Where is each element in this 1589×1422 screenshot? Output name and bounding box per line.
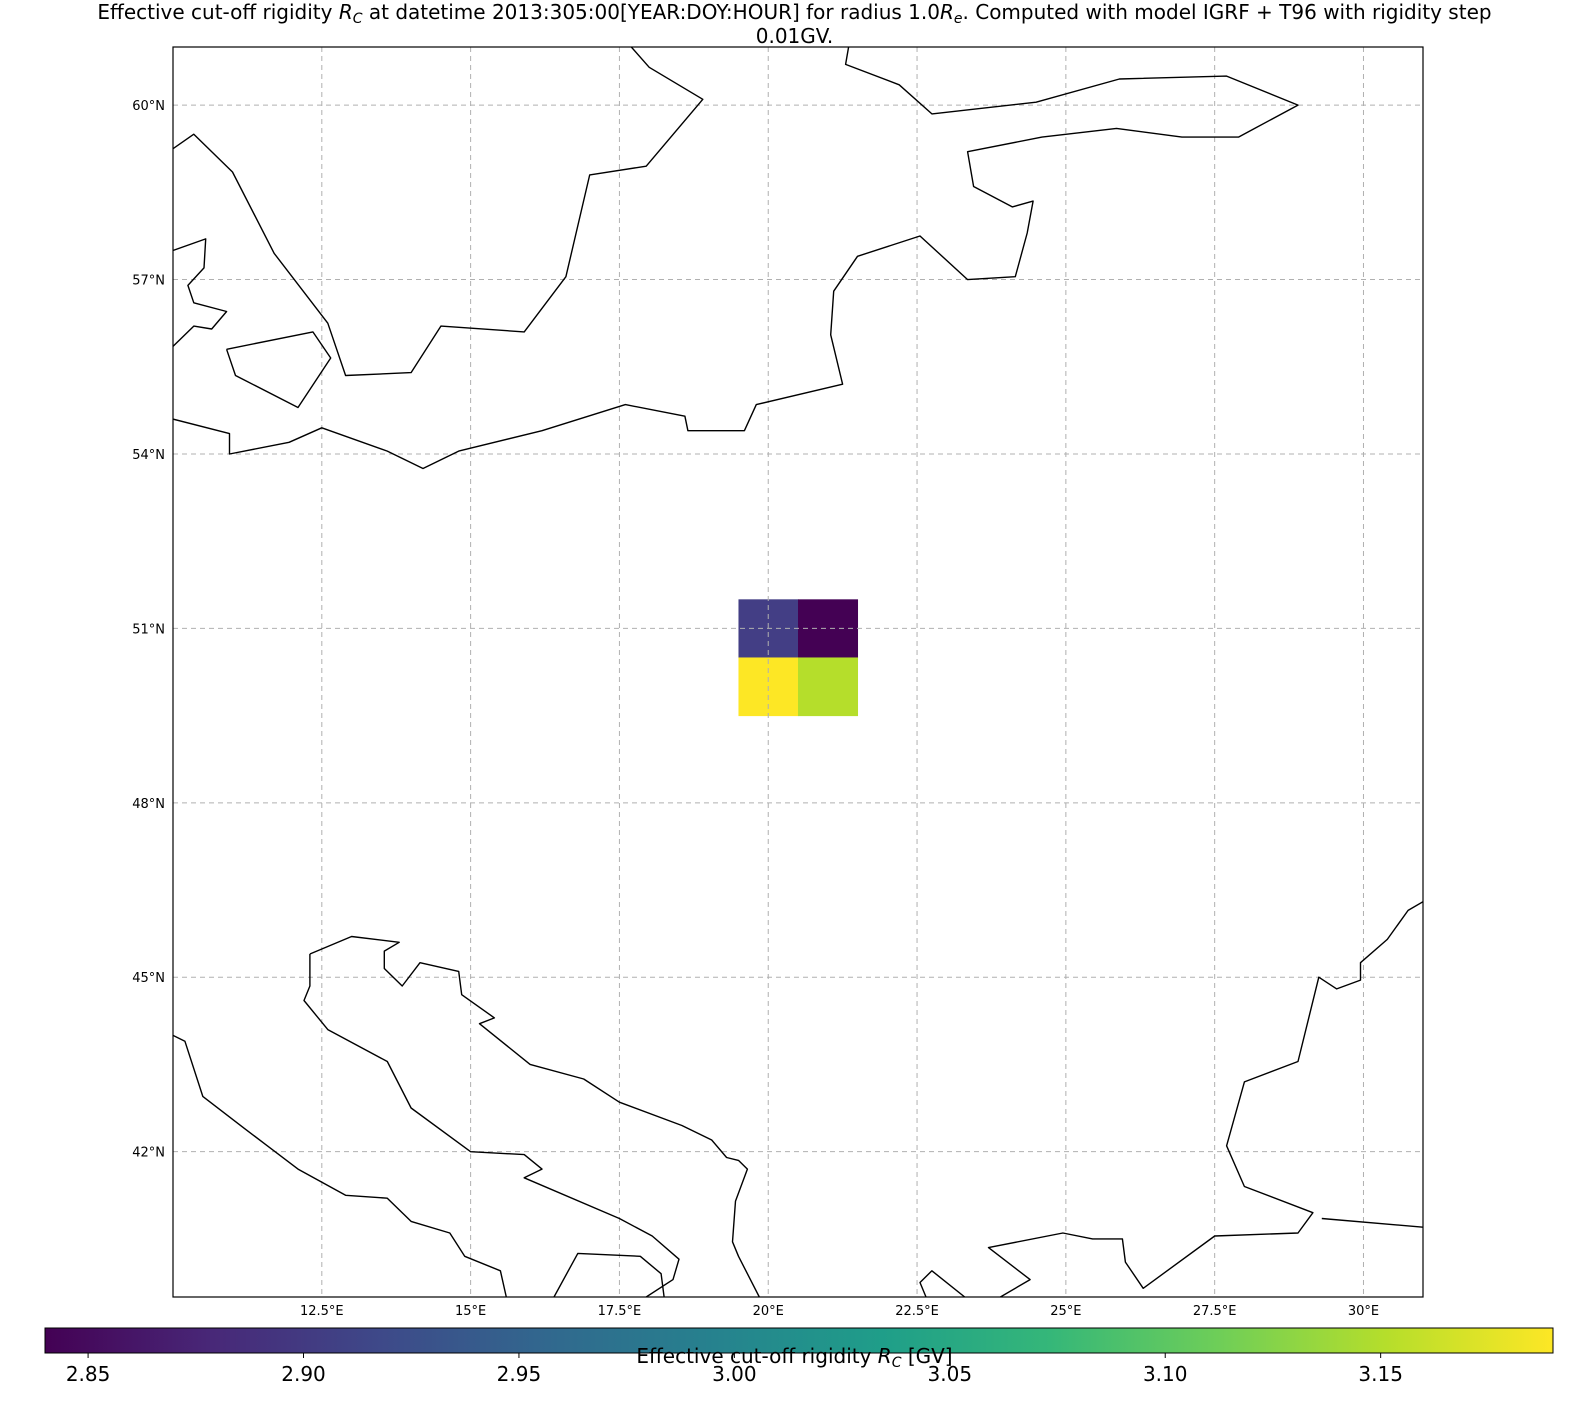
- title-r-symbol: R: [338, 0, 353, 24]
- coastline: [173, 238, 228, 347]
- lon-tick-label: 17.5°E: [598, 1304, 642, 1319]
- title-suffix: . Computed with model IGRF + T96 with ri…: [962, 0, 1492, 24]
- lon-tick-label: 12.5°E: [300, 1304, 344, 1319]
- lat-tick-label: 42°N: [132, 1146, 165, 1161]
- title-re-symbol: R: [939, 0, 954, 24]
- coastline: [173, 47, 704, 377]
- lon-tick-label: 20°E: [753, 1304, 784, 1319]
- lat-tick-label: 57°N: [132, 274, 165, 289]
- colorbar-label-prefix: Effective cut-off rigidity: [636, 1344, 878, 1368]
- colorbar-ticks: 2.85 2.90 2.95 3.00 3.05 3.10 3.15: [66, 1353, 1403, 1386]
- coastline: [225, 331, 332, 409]
- colorbar-label-symbol: R: [877, 1344, 892, 1368]
- coastline: [1321, 1217, 1423, 1228]
- coastlines: [173, 47, 1423, 1297]
- lat-tick-label: 48°N: [132, 797, 165, 812]
- map-frame: [172, 46, 1424, 1298]
- rigidity-cell: [798, 657, 859, 717]
- colorbar-tick-label: 3.05: [928, 1362, 973, 1386]
- colorbar-gradient: [44, 1327, 1554, 1354]
- title-middle: at datetime 2013:305:00[YEAR:DOY:HOUR] f…: [362, 0, 940, 24]
- colorbar-label: Effective cut-off rigidity RC [GV]: [0, 1344, 1589, 1371]
- lon-tick-label: 30°E: [1348, 1304, 1379, 1319]
- gridlines: [173, 47, 1423, 1297]
- lat-tick-label: 45°N: [132, 971, 165, 986]
- figure-title: Effective cut-off rigidity RC at datetim…: [0, 0, 1589, 48]
- title-re-sub: e: [953, 11, 963, 27]
- coastline: [173, 1034, 507, 1297]
- colorbar-tick-label: 2.95: [497, 1362, 542, 1386]
- coastline: [173, 47, 1299, 470]
- coastline: [987, 901, 1423, 1297]
- coastline: [303, 954, 680, 1297]
- rigidity-grid-cells: [738, 599, 859, 717]
- colorbar: 2.85 2.90 2.95 3.00 3.05 3.10 3.15: [44, 1327, 1554, 1386]
- title-r-sub: C: [352, 11, 363, 27]
- colorbar-tick-label: 3.15: [1358, 1362, 1403, 1386]
- map-area: 60°N57°N54°N51°N48°N45°N42°N 12.5°E 15°E 1…: [132, 46, 1424, 1319]
- latitude-labels: 60°N 57°N 54°N 51°N 48°N 45°N 42°N: [132, 99, 165, 1161]
- coastline: [919, 1270, 966, 1297]
- longitude-labels: 12.5°E 15°E 17.5°E 20°E 22.5°E 25°E 27.5°E 30°E: [300, 1304, 1379, 1319]
- colorbar-tick-label: 2.90: [281, 1362, 326, 1386]
- title-line-1: Effective cut-off rigidity RC at datetim…: [0, 0, 1589, 27]
- colorbar-label-sub: C: [891, 1355, 902, 1371]
- lat-tick-label: 54°N: [132, 448, 165, 463]
- coastline: [309, 935, 760, 1297]
- lat-tick-label: 51°N: [132, 622, 165, 637]
- lon-tick-label: 22.5°E: [895, 1304, 939, 1319]
- colorbar-label-suffix: [GV]: [901, 1344, 953, 1368]
- title-line-2: 0.01GV.: [755, 24, 834, 48]
- lon-tick-label: 15°E: [455, 1304, 486, 1319]
- colorbar-tick-label: 3.10: [1143, 1362, 1188, 1386]
- lat-tick-label: 60°N: [132, 99, 165, 114]
- colorbar-tick-label: 3.00: [712, 1362, 757, 1386]
- colorbar-tick-label: 2.85: [66, 1362, 111, 1386]
- coastline: [553, 1252, 665, 1297]
- title-prefix: Effective cut-off rigidity: [97, 0, 339, 24]
- lon-tick-label: 25°E: [1050, 1304, 1081, 1319]
- lon-tick-label: 27.5°E: [1193, 1304, 1237, 1319]
